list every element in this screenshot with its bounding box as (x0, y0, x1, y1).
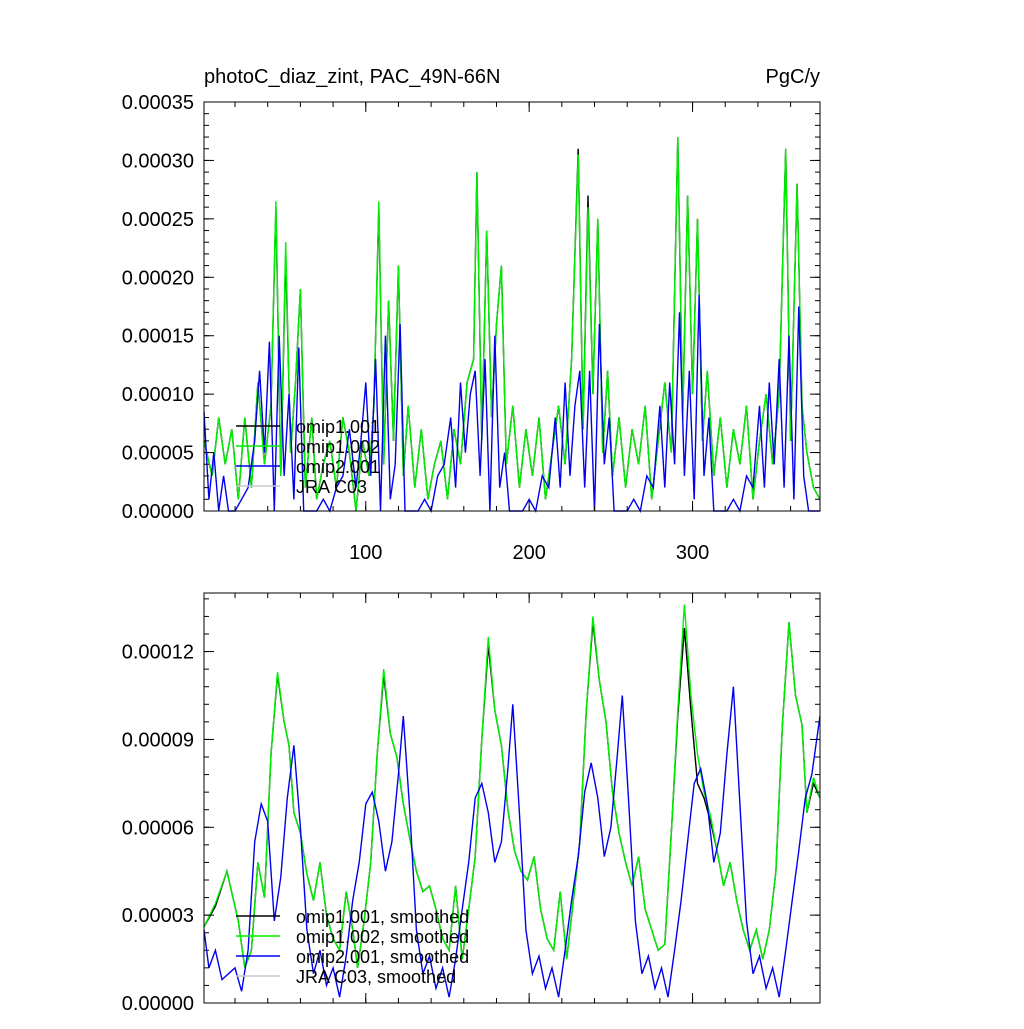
panel-2: 0.00000 0.00003 0.00006 0.00009 0.00012 omip1… (122, 592, 821, 1015)
y-tick-label: 0.00020 (122, 267, 194, 289)
plot-frame (203, 101, 821, 512)
legend-label: omip2.001, smoothed (296, 947, 469, 967)
plot-frame (203, 592, 821, 1004)
y-tick-label: 0.00009 (122, 729, 194, 751)
y-tick-label: 0.00030 (122, 150, 194, 172)
legend-label: omip1.002, smoothed (296, 927, 469, 947)
y-tick-label: 0.00005 (122, 443, 194, 465)
y-tick-label: 0.00015 (122, 326, 194, 348)
legend-label: JRA C03, smoothed (296, 967, 456, 987)
panel-1: 0.00000 0.00005 0.00010 0.00015 0.00020 0.000… (122, 92, 821, 564)
series-line-omip2-001-smoothed (203, 686, 821, 998)
y-tick-label: 0.00010 (122, 384, 194, 406)
legend-label: omip1.001, smoothed (296, 907, 469, 927)
chart-units: PgC/y (766, 66, 820, 88)
legend-label: omip1.001 (296, 417, 380, 437)
y-tick-label: 0.00035 (122, 92, 194, 114)
chart-title: photoC_diaz_zint, PAC_49N-66N (204, 66, 500, 88)
y-tick-label: 0.00003 (122, 905, 194, 927)
y-tick-label: 0.00000 (122, 501, 194, 523)
x-tick-label: 100 (349, 542, 382, 564)
series-line-omip1-002-smoothed (203, 604, 821, 969)
legend-label: omip1.002 (296, 437, 380, 457)
y-tick-label: 0.00000 (122, 993, 194, 1015)
legend-label: omip2.001 (296, 457, 380, 477)
y-tick-label: 0.00025 (122, 209, 194, 231)
y-tick-label: 0.00012 (122, 642, 194, 664)
x-tick-label: 200 (512, 542, 545, 564)
x-tick-label: 300 (676, 542, 709, 564)
legend-label: JRA C03 (296, 477, 367, 497)
series-line-omip1-002 (203, 137, 821, 512)
y-tick-label: 0.00006 (122, 817, 194, 839)
